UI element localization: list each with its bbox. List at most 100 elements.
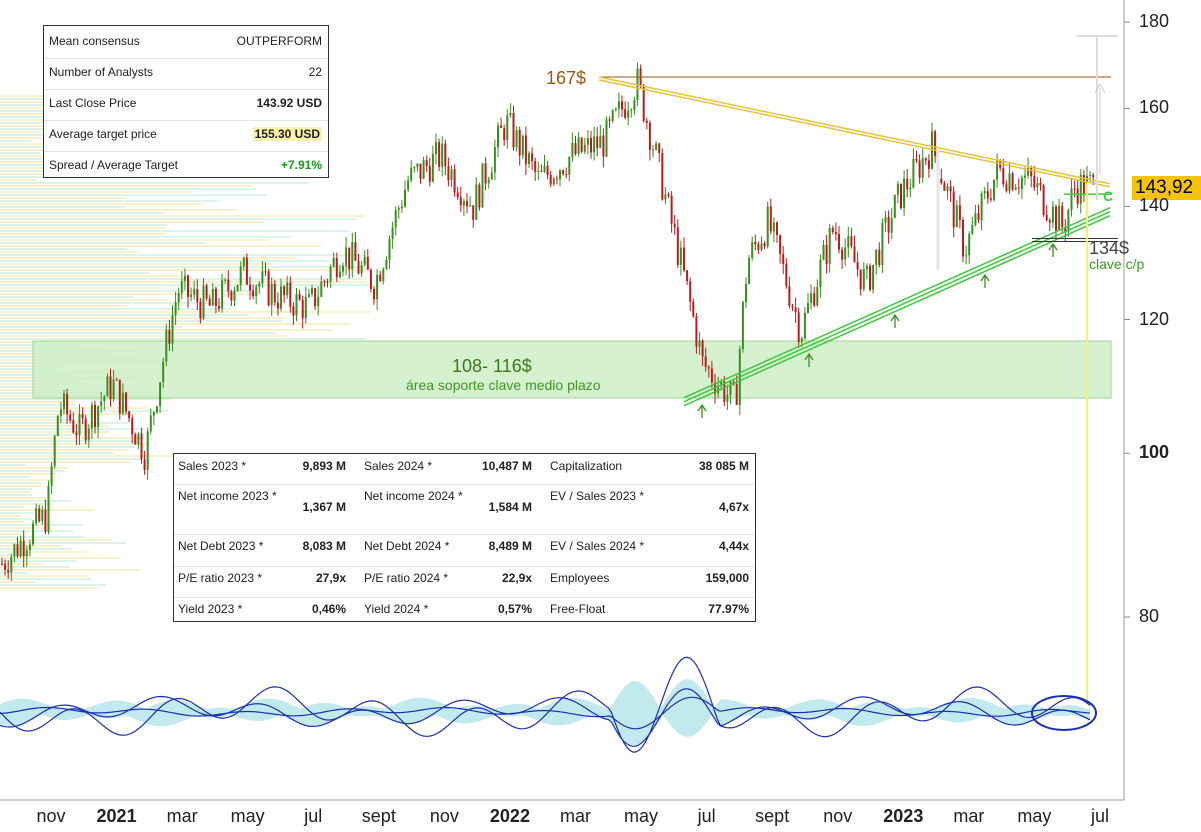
candle-body [828, 227, 831, 264]
volume-bar [0, 302, 226, 304]
candle-body [10, 556, 13, 573]
fundamental-label: EV / Sales 2023 * [550, 489, 645, 503]
candle-body [183, 275, 186, 282]
candle-body [565, 174, 568, 176]
fundamental-value: 8,083 M [302, 539, 346, 553]
candle-body [614, 108, 617, 111]
candle-body [602, 135, 605, 157]
volume-bar [0, 266, 365, 268]
candle-body [366, 256, 369, 270]
candle-body [214, 288, 217, 306]
candle-body [338, 271, 341, 278]
consensus-row: Average target price 155.30 USD [44, 120, 328, 152]
volume-bar [0, 167, 79, 169]
volume-bar [0, 161, 81, 163]
candle-body [193, 289, 196, 295]
candle-body [673, 223, 676, 228]
candle-body [441, 143, 444, 167]
volume-bar [0, 323, 350, 325]
key-level-value: 134$ [1089, 238, 1130, 258]
candle-body [190, 294, 193, 298]
candle-body [822, 244, 825, 260]
candle-body [103, 396, 106, 402]
consensus-row: Spread / Average Target +7.91% [44, 151, 328, 182]
candle-body [695, 316, 698, 347]
volume-bar [0, 218, 358, 220]
candle-body [946, 186, 949, 191]
fundamental-label: Employees [550, 571, 610, 585]
candle-body [75, 432, 78, 436]
candle-body [72, 420, 75, 433]
candle-body [218, 305, 220, 309]
candle-body [853, 246, 856, 263]
volume-bar [0, 248, 128, 250]
candle-body [283, 286, 286, 296]
candle-body [397, 208, 400, 211]
volume-bar [0, 584, 107, 586]
volume-bar [0, 479, 56, 481]
candle-body [382, 268, 385, 281]
candle-body [416, 163, 419, 168]
candle-body [586, 137, 589, 145]
fundamental-label: Free-Float [550, 602, 606, 616]
candle-body [351, 242, 354, 270]
volume-bar [0, 152, 40, 154]
candle-body [1076, 188, 1079, 204]
candle-body [540, 170, 543, 172]
candle-body [921, 158, 924, 178]
candle-body [683, 247, 685, 271]
volume-bar [0, 314, 250, 316]
candle-body [394, 210, 397, 228]
volume-bar [0, 578, 91, 580]
volume-bar [0, 158, 50, 160]
volume-bar [0, 575, 89, 577]
volume-bar [0, 227, 166, 229]
candle-body [912, 158, 915, 188]
volume-bar [0, 320, 283, 322]
candle-body [1011, 173, 1014, 190]
volume-bar [0, 422, 130, 424]
candle-body [772, 222, 775, 232]
volume-bar [0, 104, 54, 106]
volume-bar [0, 530, 74, 532]
candle-body [174, 302, 177, 316]
candle-body [69, 414, 72, 421]
candle-body [521, 135, 524, 156]
volume-bar [0, 338, 367, 340]
x-tick-label: mar [560, 806, 591, 826]
candle-body [940, 178, 943, 184]
candle-body [909, 187, 912, 190]
candle-body [865, 265, 868, 270]
candle-body [723, 381, 726, 402]
fundamental-value: 77.97% [708, 602, 749, 616]
candle-body [676, 227, 679, 265]
candle-body [1055, 206, 1057, 231]
candle-body [1070, 188, 1073, 210]
candle-body [376, 274, 379, 300]
candle-body [140, 433, 143, 460]
candle-body [924, 158, 927, 161]
volume-bar [0, 188, 257, 190]
candle-body [500, 125, 503, 129]
volume-bar [0, 560, 76, 562]
candle-body [862, 269, 865, 290]
candle-body [1, 563, 3, 565]
candle-body [357, 260, 360, 274]
candle-body [531, 153, 534, 162]
candle-body [599, 135, 602, 149]
volume-bar [0, 557, 122, 559]
candle-body [949, 186, 952, 192]
volume-bar [0, 464, 26, 466]
fundamental-value: 4,67x [718, 500, 749, 514]
volume-bar [0, 419, 80, 421]
volume-bar [0, 131, 52, 133]
candle-body [1051, 206, 1054, 223]
fundamental-label: Net Debt 2023 * [178, 539, 264, 553]
oscillator-line [0, 696, 1091, 730]
candle-body [875, 249, 878, 265]
volume-bar [0, 572, 27, 574]
candle-body [810, 293, 813, 303]
volume-bar [0, 515, 21, 517]
volume-bar [0, 251, 138, 253]
volume-bar [0, 509, 95, 511]
